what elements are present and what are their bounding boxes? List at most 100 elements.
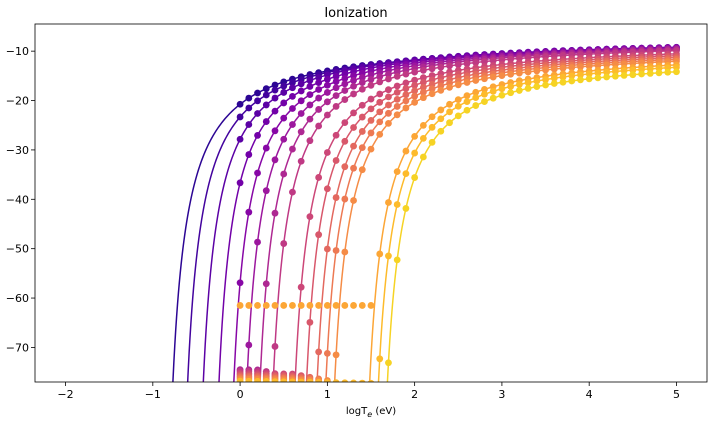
- series-point-13: [323, 302, 331, 309]
- series-point-15: [559, 78, 567, 86]
- x-tick-label: 0: [237, 388, 244, 401]
- series-line-5: [246, 47, 677, 382]
- series-point-12: [542, 66, 549, 74]
- series-point-5: [262, 187, 270, 195]
- series-point-13: [472, 88, 480, 96]
- series-point-3: [236, 179, 244, 187]
- x-tick-label: 2: [411, 388, 418, 401]
- series-point-14: [428, 123, 436, 131]
- series-point-9: [306, 318, 314, 326]
- series-point-3: [271, 107, 279, 115]
- series-point-7: [428, 65, 436, 73]
- series-point-15: [629, 71, 637, 79]
- series-point-14: [419, 134, 427, 142]
- series-point-11: [323, 349, 331, 357]
- series-point-15: [664, 68, 672, 76]
- x-tick-label: 1: [324, 388, 331, 401]
- x-axis-label-sub: e: [367, 410, 372, 419]
- series-point-13: [254, 302, 261, 309]
- series-point-14: [332, 379, 340, 382]
- series-point-0: [245, 94, 253, 102]
- series-point-9: [315, 231, 323, 239]
- series-point-13: [481, 85, 488, 93]
- series-point-5: [323, 89, 331, 96]
- series-point-12: [350, 197, 357, 204]
- series-point-15: [489, 94, 497, 102]
- series-point-7: [332, 103, 340, 110]
- series-point-3: [315, 79, 323, 87]
- series-point-14: [323, 379, 331, 382]
- series-point-15: [359, 383, 366, 390]
- series-point-12: [577, 63, 584, 71]
- series-point-8: [393, 82, 401, 90]
- series-point-14: [385, 252, 392, 260]
- series-point-15: [533, 83, 541, 91]
- y-tick-label: −50: [6, 243, 29, 256]
- series-point-12: [481, 75, 488, 83]
- series-point-7: [367, 81, 375, 89]
- series-point-7: [454, 61, 462, 69]
- series-point-14: [367, 379, 375, 382]
- series-point-6: [289, 145, 296, 153]
- series-point-7: [341, 96, 349, 103]
- series-point-14: [376, 355, 384, 363]
- series-point-14: [559, 73, 567, 81]
- series-point-9: [358, 113, 366, 121]
- series-point-4: [254, 169, 261, 177]
- series-point-14: [533, 77, 541, 85]
- series-point-8: [332, 131, 340, 139]
- series-point-8: [419, 74, 427, 82]
- series-point-13: [245, 302, 253, 309]
- series-point-13: [463, 92, 471, 100]
- series-point-10: [323, 245, 331, 253]
- series-point-5: [315, 94, 323, 102]
- series-point-11: [402, 97, 410, 105]
- series-point-5: [297, 110, 305, 117]
- series-point-13: [315, 302, 323, 309]
- series-point-7: [297, 157, 305, 165]
- series-point-13: [411, 132, 419, 140]
- series-point-13: [367, 302, 375, 309]
- series-point-11: [428, 85, 436, 93]
- series-point-13: [271, 302, 279, 309]
- series-point-4: [315, 86, 323, 93]
- y-tick-label: −20: [6, 95, 29, 108]
- series-point-15: [298, 382, 305, 389]
- series-point-7: [393, 73, 401, 80]
- series-point-8: [411, 76, 419, 84]
- x-axis-ticks: −2 −1 0 1 2 3 4 5: [57, 382, 680, 401]
- series-point-10: [332, 194, 340, 201]
- series-point-6: [350, 82, 357, 90]
- series-point-11: [350, 164, 357, 172]
- series-point-13: [358, 302, 366, 309]
- series-point-1: [280, 82, 288, 90]
- series-point-3: [323, 75, 331, 83]
- series-point-13: [402, 147, 410, 155]
- series-point-14: [315, 378, 323, 382]
- series-point-1: [236, 113, 244, 121]
- series-point-14: [603, 68, 611, 76]
- series-point-13: [297, 302, 305, 309]
- series-point-0: [262, 85, 270, 93]
- series-point-7: [481, 58, 488, 65]
- series-line-9: [305, 55, 676, 382]
- series-point-11: [332, 247, 340, 254]
- series-point-15: [385, 359, 392, 367]
- series-point-14: [568, 72, 576, 80]
- series-point-12: [332, 351, 340, 359]
- series-point-9: [341, 137, 349, 145]
- series-point-3: [280, 99, 288, 107]
- series-point-15: [655, 69, 663, 77]
- series-point-14: [245, 377, 253, 382]
- series-point-2: [289, 84, 296, 92]
- series-point-12: [393, 111, 401, 119]
- series-point-14: [262, 378, 270, 382]
- series-point-14: [489, 87, 497, 95]
- series-point-8: [385, 86, 392, 94]
- series-point-7: [489, 57, 497, 65]
- series-point-3: [254, 132, 261, 139]
- series-point-15: [402, 205, 410, 212]
- series-point-15: [463, 106, 471, 114]
- series-point-5: [350, 77, 357, 84]
